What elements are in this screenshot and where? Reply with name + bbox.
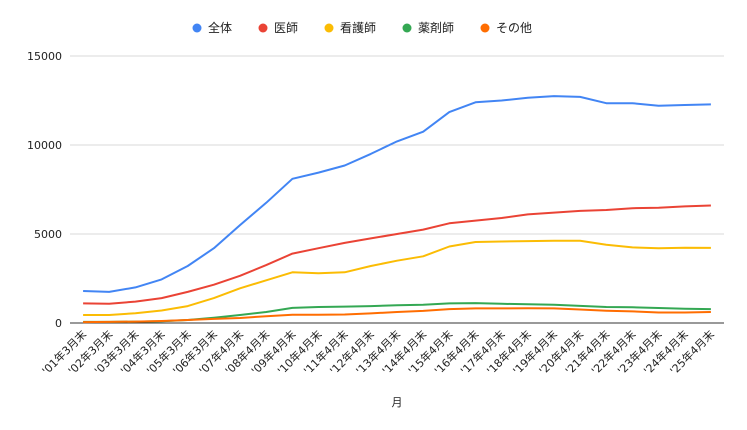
legend-marker — [258, 23, 268, 33]
legend-marker — [480, 23, 490, 33]
x-axis-title: 月 — [392, 396, 403, 409]
series-lines — [83, 95, 711, 324]
legend-item-2: 医師 — [258, 21, 298, 35]
legend-label: 医師 — [274, 21, 298, 35]
legend-item-3: 看護師 — [324, 20, 376, 35]
series-line-1 — [83, 95, 711, 293]
legend-label: 全体 — [208, 20, 232, 35]
y-tick-label: 15000 — [27, 50, 62, 63]
y-tick-label: 0 — [55, 317, 62, 330]
legend-item-1: 全体 — [192, 20, 232, 35]
gridlines — [70, 55, 724, 324]
legend: 全体 医師 看護師 薬剤師 その他 — [192, 20, 532, 35]
series-line-5 — [83, 307, 711, 324]
legend-marker — [402, 23, 412, 33]
legend-marker — [192, 23, 202, 33]
legend-item-4: 薬剤師 — [402, 20, 454, 35]
legend-item-5: その他 — [480, 21, 532, 35]
x-axis-ticks: '01年3月末'02年3月末'03年3月末'04年3月末'05年3月末'06年3… — [39, 327, 717, 377]
series-line-3 — [83, 239, 711, 316]
legend-label: 薬剤師 — [418, 20, 454, 35]
legend-marker — [324, 23, 334, 33]
y-tick-label: 10000 — [27, 139, 62, 152]
legend-label: 看護師 — [340, 20, 376, 35]
series-line-2 — [83, 204, 711, 305]
y-tick-label: 5000 — [34, 228, 62, 241]
y-axis-ticks: 0 5000 10000 15000 — [27, 50, 62, 330]
legend-label: その他 — [496, 21, 532, 35]
